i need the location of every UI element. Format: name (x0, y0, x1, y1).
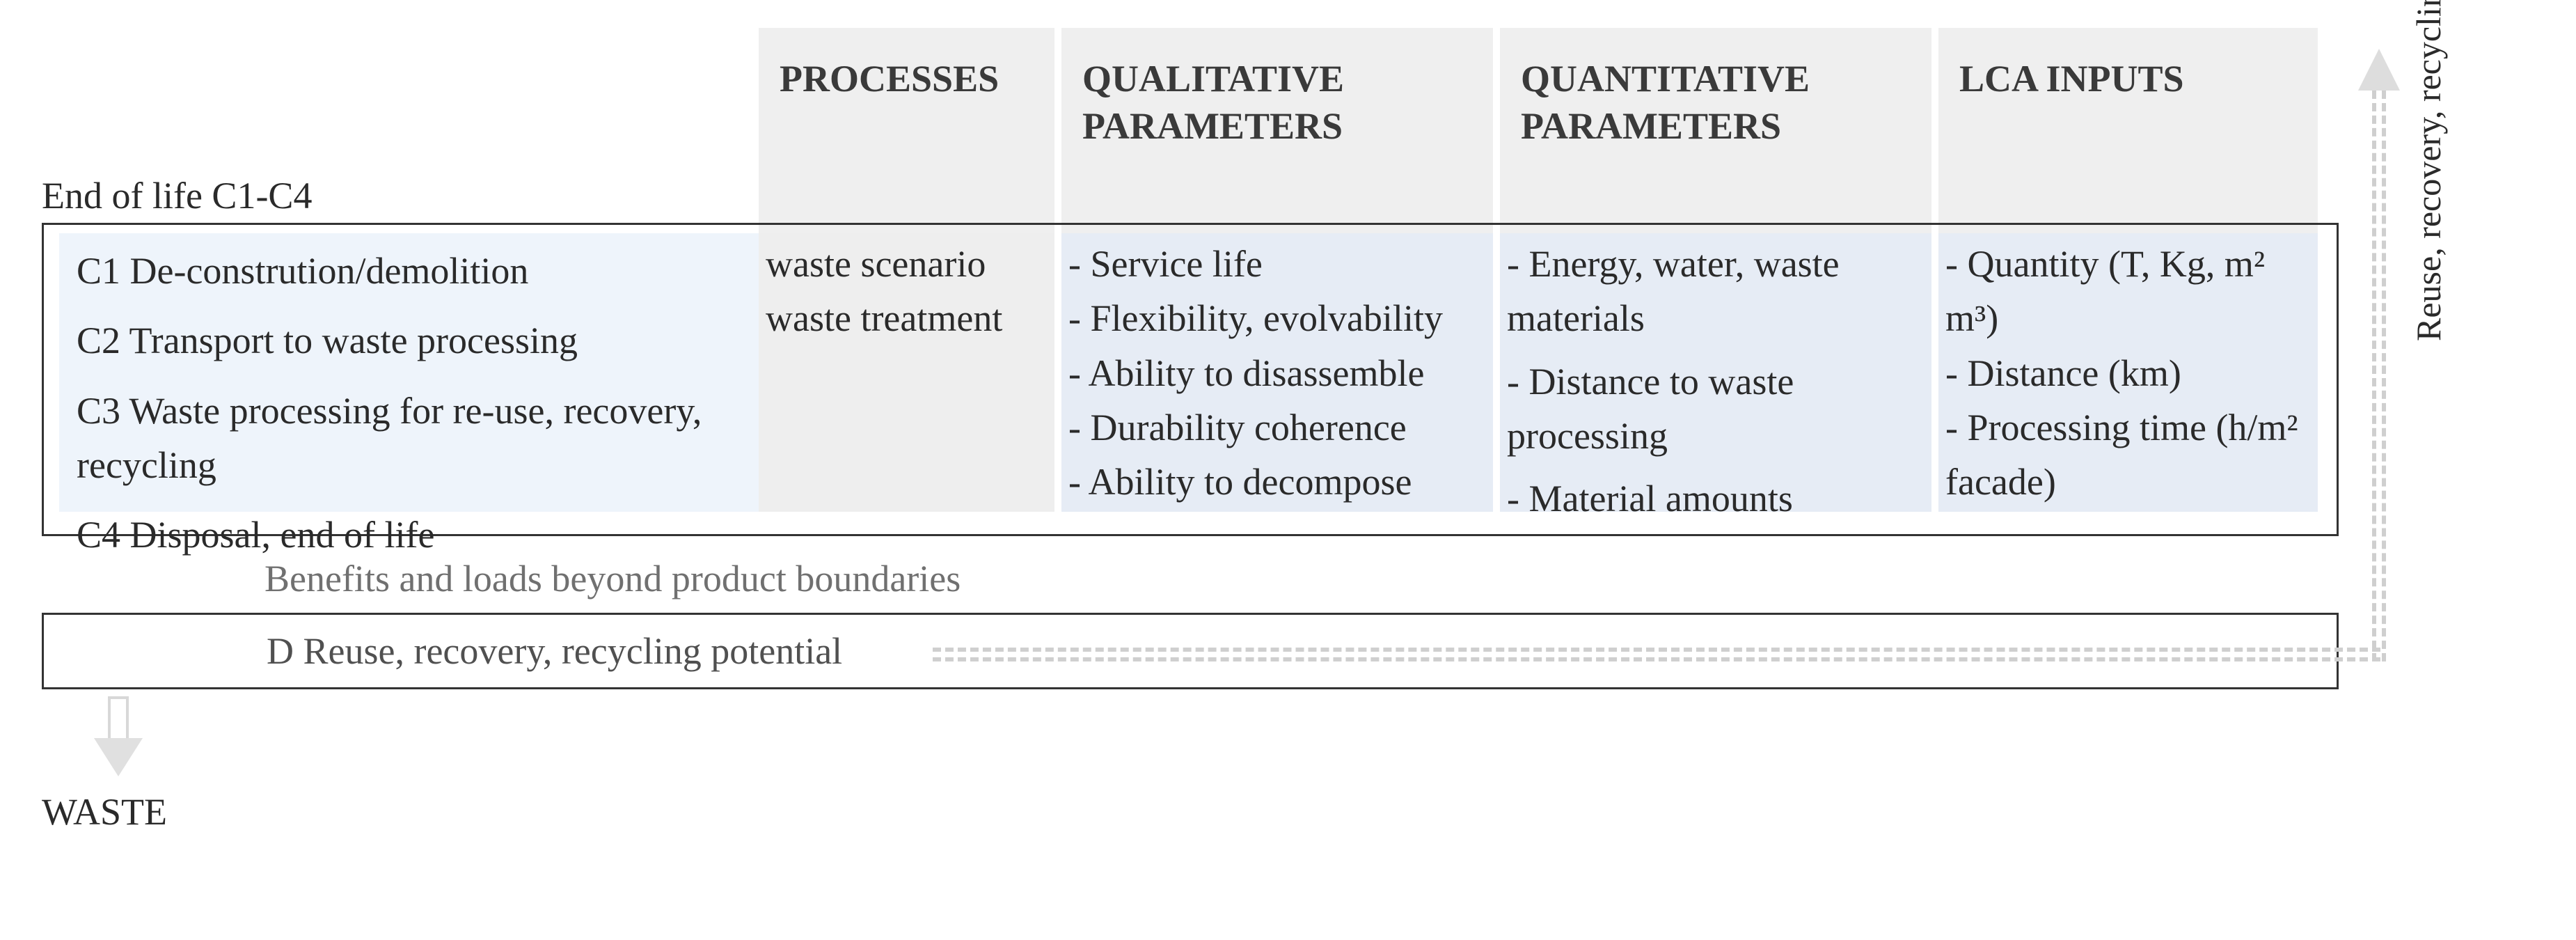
quant-item-1: - Energy, water, waste materials (1507, 237, 1925, 346)
dashed-connector-right (933, 648, 2380, 661)
qual-item-5: - Ability to decompose (1068, 455, 1493, 509)
qual-item-4: - Durability coherence (1068, 400, 1493, 455)
stage-c1: C1 De-constrution/demolition (77, 244, 738, 298)
qual-item-3: - Ability to disassemble (1068, 346, 1493, 400)
waste-label: WASTE (42, 790, 167, 833)
quant-item-3: - Material amounts (1507, 471, 1925, 526)
section-title-eol: End of life C1-C4 (42, 174, 312, 217)
quant-item-2: - Distance to waste processing (1507, 354, 1925, 464)
process-line-1: waste scenario (766, 237, 1058, 291)
stage-c4: C4 Disposal, end of life (77, 508, 738, 562)
stage-c2: C2 Transport to waste processing (77, 313, 738, 368)
header-quantitative: QUANTITATIVE PARAMETERS (1521, 56, 1911, 150)
lca-item-1: - Quantity (T, Kg, m² m³) (1945, 237, 2314, 346)
down-arrow-icon (94, 696, 143, 780)
process-line-2: waste treatment (766, 291, 1058, 345)
qual-item-2: - Flexibility, evolvability (1068, 291, 1493, 345)
vertical-label-reuse: Reuse, recovery, recycling (2408, 0, 2449, 341)
stage-c3: C3 Waste processing for re-use, recovery… (77, 384, 738, 493)
qual-item-1: - Service life (1068, 237, 1493, 291)
header-qualitative: QUALITATIVE PARAMETERS (1082, 56, 1472, 150)
up-arrow-icon (2366, 49, 2392, 655)
benefits-label: Benefits and loads beyond product bounda… (264, 557, 961, 600)
lca-item-2: - Distance (km) (1945, 346, 2314, 400)
lca-item-3: - Processing time (h/m² facade) (1945, 400, 2314, 510)
processes-list: waste scenario waste treatment (766, 237, 1058, 346)
module-d-label: D Reuse, recovery, recycling potential (267, 629, 842, 673)
qualitative-list: - Service life - Flexibility, evolvabili… (1068, 237, 1493, 509)
quantitative-list: - Energy, water, waste materials - Dista… (1507, 237, 1925, 526)
lca-list: - Quantity (T, Kg, m² m³) - Distance (km… (1945, 237, 2314, 509)
lca-diagram: PROCESSES QUALITATIVE PARAMETERS QUANTIT… (42, 28, 2408, 794)
header-processes: PROCESSES (780, 56, 1044, 103)
stages-list: C1 De-constrution/demolition C2 Transpor… (77, 244, 738, 577)
header-lca: LCA INPUTS (1959, 56, 2279, 103)
